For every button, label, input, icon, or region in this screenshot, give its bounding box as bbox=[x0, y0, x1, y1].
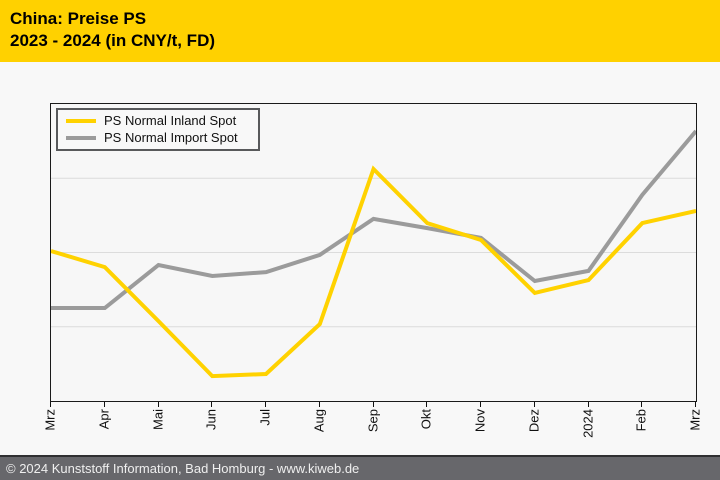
legend-item: PS Normal Inland Spot bbox=[58, 112, 258, 129]
x-axis-tick bbox=[587, 402, 589, 407]
x-axis-tick bbox=[480, 402, 481, 407]
x-axis-tick bbox=[641, 402, 643, 407]
x-axis-label: Mai bbox=[150, 409, 165, 430]
x-axis-tick bbox=[426, 402, 428, 407]
x-axis-tick bbox=[695, 402, 696, 407]
legend-swatch-1 bbox=[66, 118, 96, 123]
x-axis-label: 2024 bbox=[580, 409, 595, 438]
plot-frame bbox=[50, 103, 697, 402]
series-line-1 bbox=[51, 165, 696, 379]
x-axis-tick bbox=[533, 402, 535, 407]
chart-title-line-2: 2023 - 2024 (in CNY/t, FD) bbox=[10, 31, 216, 50]
legend-item: PS Normal Import Spot bbox=[58, 129, 258, 146]
x-axis-tick bbox=[318, 402, 320, 407]
legend-label: PS Normal Import Spot bbox=[104, 130, 238, 145]
legend-swatch-2 bbox=[66, 135, 96, 140]
x-axis-label: Jul bbox=[257, 409, 273, 426]
chart-title-line-1: China: Preise PS bbox=[10, 9, 147, 28]
footer-text: © 2024 Kunststoff Information, Bad Hombu… bbox=[6, 461, 360, 476]
x-axis-label: Okt bbox=[418, 409, 434, 430]
x-axis-label: Feb bbox=[633, 409, 649, 432]
x-axis-label: Mrz bbox=[42, 409, 58, 431]
legend-label: PS Normal Inland Spot bbox=[104, 113, 237, 128]
chart-area: Mrz Apr Mai Jun Jul Aug Sep Okt Nov Dez 2024 Feb Mrz… bbox=[0, 62, 720, 455]
x-axis-label: Sep bbox=[365, 409, 380, 433]
line-chart-canvas bbox=[51, 129, 696, 379]
title-bar: China: Preise PS 2023 - 2024 (in CNY/t, … bbox=[0, 0, 720, 62]
legend-items: PS Normal Inland Spot PS Normal Import Sp… bbox=[58, 112, 258, 146]
series-line-2 bbox=[51, 129, 696, 310]
x-axis-tick bbox=[103, 402, 105, 407]
x-axis-label: Nov bbox=[472, 409, 488, 433]
x-axis-tick bbox=[265, 402, 266, 407]
x-axis-label: Apr bbox=[96, 409, 112, 430]
x-axis-label: Mrz bbox=[687, 409, 703, 431]
x-axis-label: Jun bbox=[203, 409, 219, 430]
x-axis-label: Aug bbox=[311, 409, 327, 433]
x-axis-tick bbox=[50, 402, 51, 407]
footer: © 2024 Kunststoff Information, Bad Hombu… bbox=[0, 455, 720, 480]
x-axis-tick bbox=[372, 402, 374, 407]
x-axis-tick bbox=[157, 402, 159, 407]
legend: PS Normal Inland Spot PS Normal Import Sp… bbox=[56, 108, 260, 151]
x-axis-label: Dez bbox=[526, 409, 542, 433]
x-axis-tick bbox=[211, 402, 213, 407]
